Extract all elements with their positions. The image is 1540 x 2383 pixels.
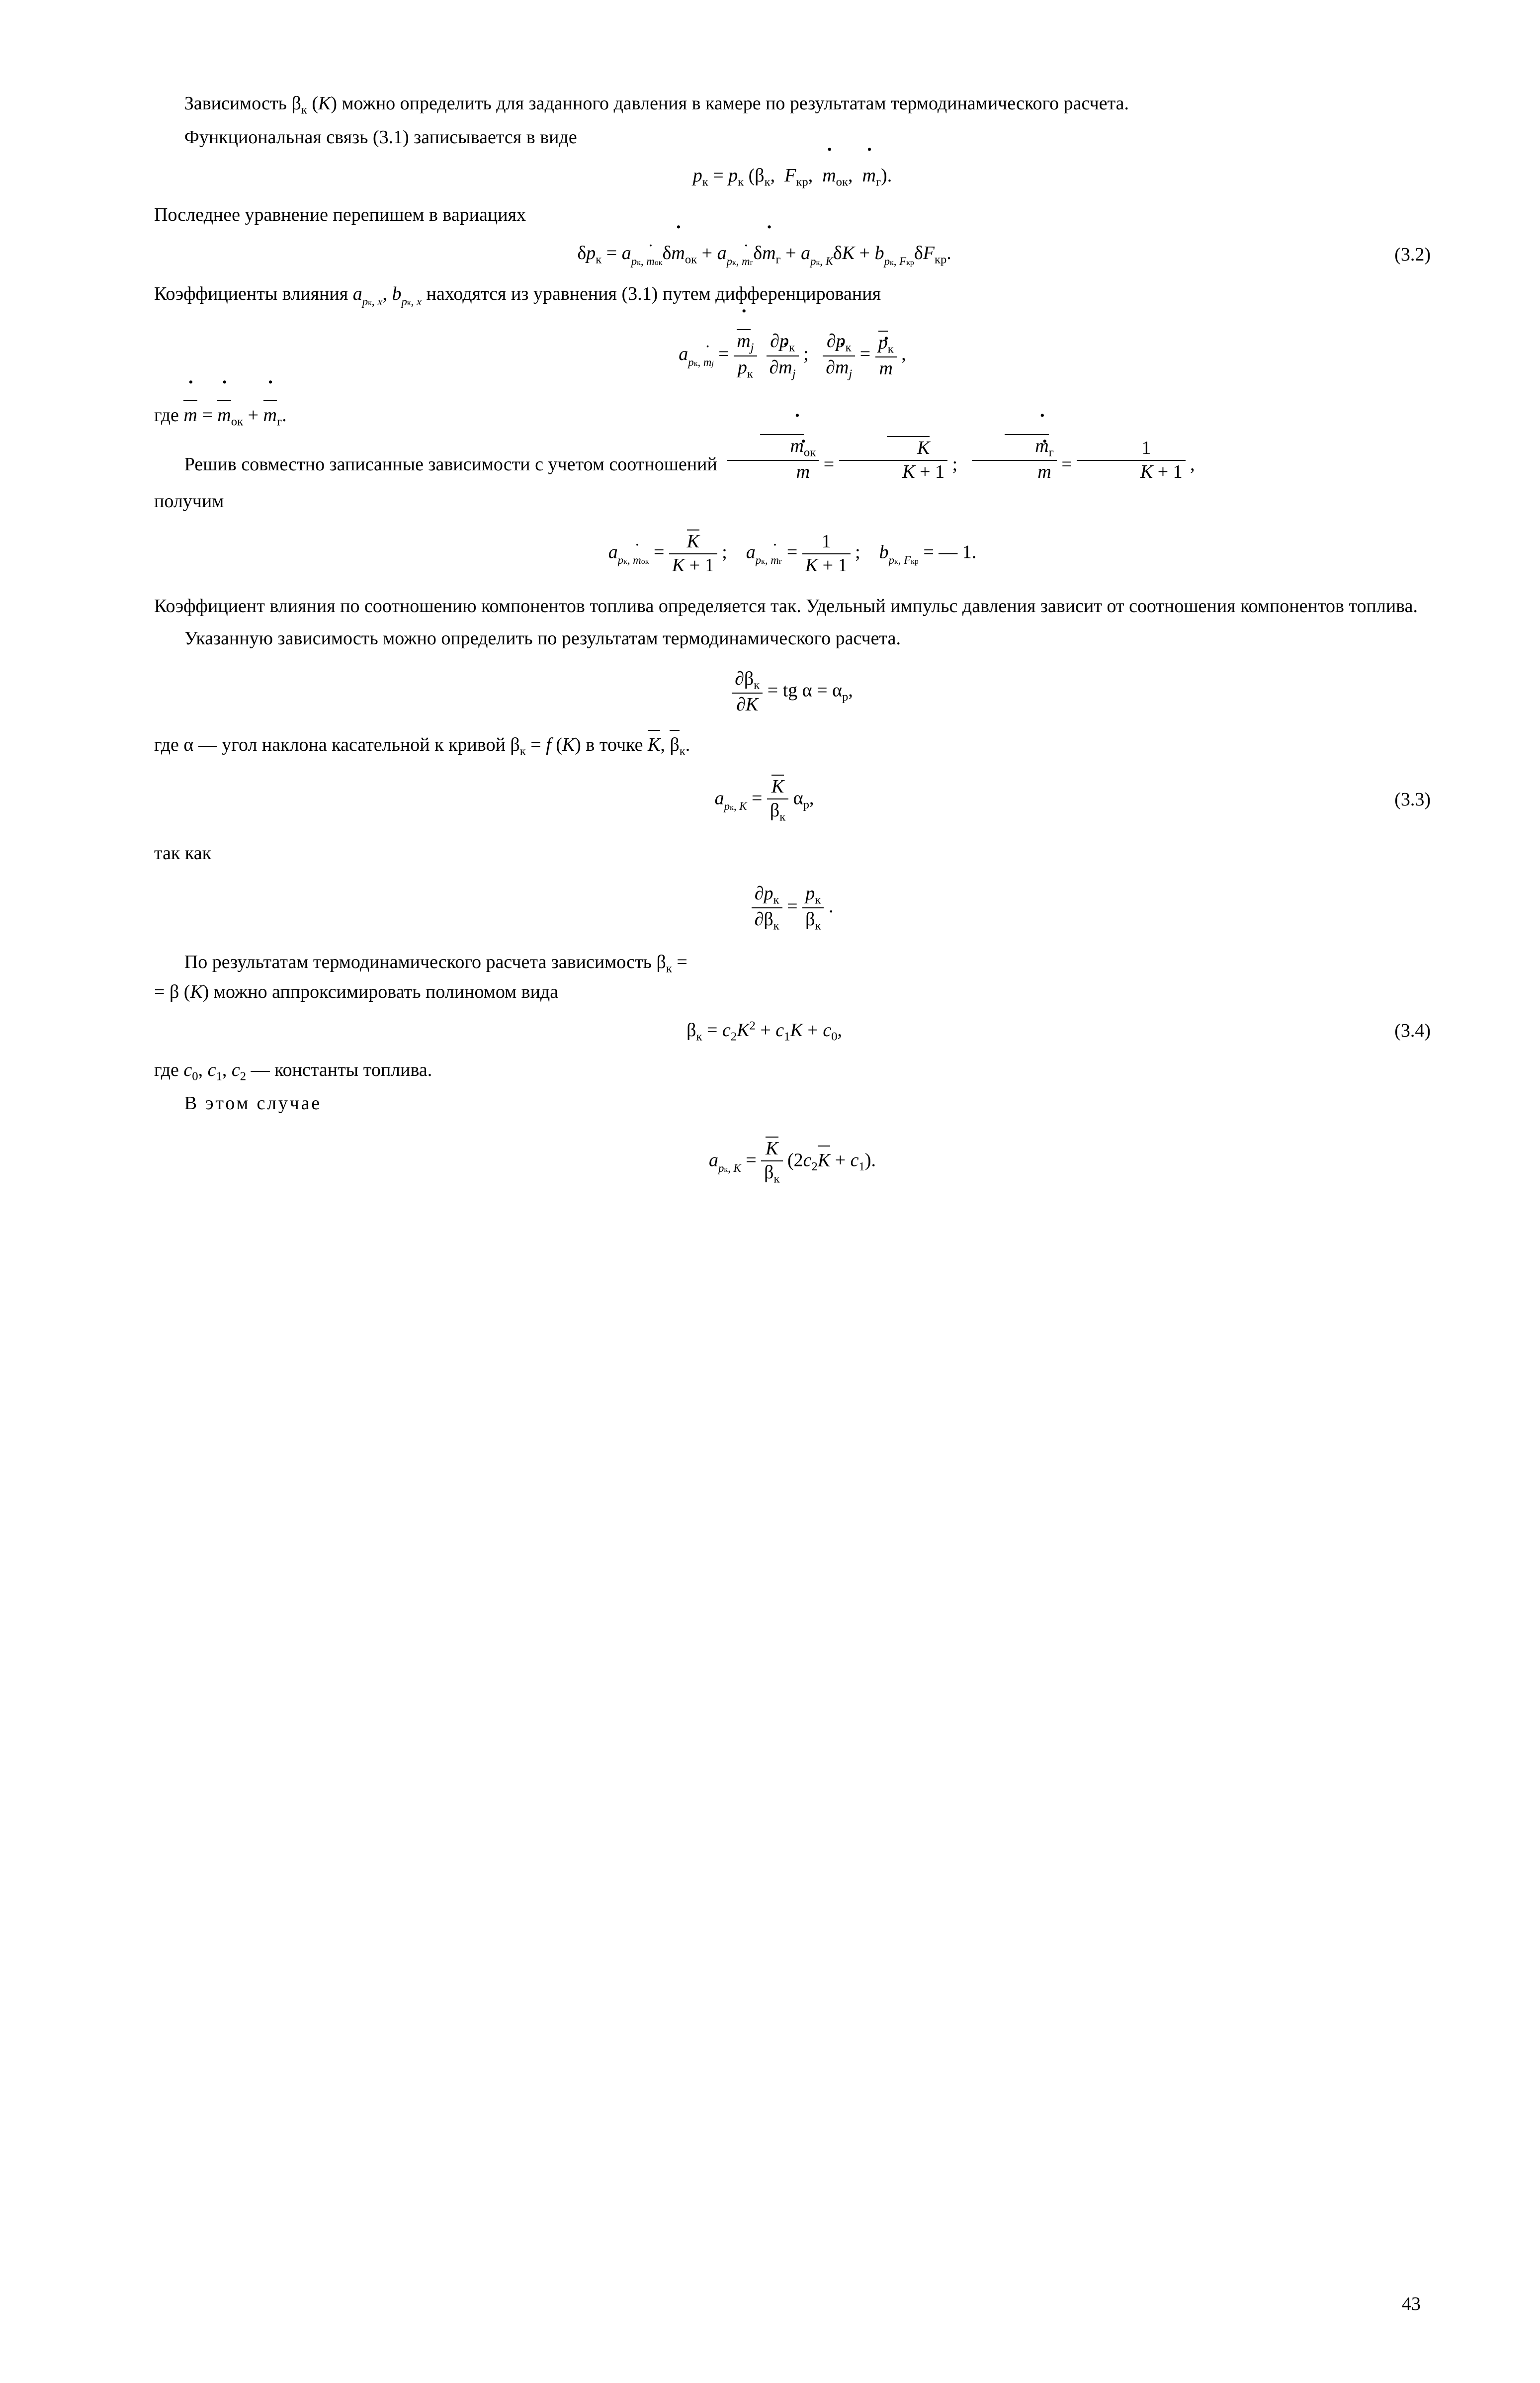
text: ) можно аппроксимировать полиномом вида bbox=[203, 981, 558, 1002]
equation-3-2: δpк = apк, mокδmок + apк, mгδmг + apк, K… bbox=[154, 239, 1431, 270]
equation-pk: pк = pк (βк, Fкр, mок, mг). bbox=[154, 162, 1431, 191]
paragraph-4: Коэффициенты влияния apк, x, bpк, x нахо… bbox=[154, 280, 1431, 311]
text: так как bbox=[154, 843, 211, 864]
text: Функциональная связь (3.1) записывается … bbox=[184, 127, 577, 148]
text: Коэффициент влияния по соотношению компо… bbox=[154, 596, 1418, 617]
paragraph-2: Функциональная связь (3.1) записывается … bbox=[154, 123, 1431, 152]
equation-3-4: βк = c2K2 + c1K + c0, (3.4) bbox=[154, 1016, 1431, 1046]
text: — константы топлива. bbox=[246, 1059, 432, 1080]
text: где bbox=[154, 405, 183, 426]
text: находятся из уравнения (3.1) путем диффе… bbox=[422, 283, 881, 304]
paragraph-3: Последнее уравнение перепишем в вариация… bbox=[154, 201, 1431, 229]
text: ) в точке bbox=[575, 734, 648, 755]
paragraph-12: По результатам термодинамического расчет… bbox=[154, 948, 1431, 1006]
text: Зависимость β bbox=[184, 93, 301, 114]
sym-K: K bbox=[562, 734, 575, 755]
paragraph-14: В этом случае bbox=[154, 1089, 1431, 1118]
text: где α — угол наклона касательной к криво… bbox=[154, 734, 520, 755]
paragraph-13: где c0, c1, c2 — константы топлива. bbox=[154, 1056, 1431, 1086]
equation-final: apк, K = K βк (2c2K + c1). bbox=[154, 1138, 1431, 1186]
paragraph-8: Коэффициент влияния по соотношению компо… bbox=[154, 592, 1431, 620]
paragraph-11: так как bbox=[154, 839, 1431, 868]
equation-results: apк, mок = K K + 1 ; apк, mг = 1 K + 1 ;… bbox=[154, 530, 1431, 577]
text: = bbox=[526, 734, 546, 755]
paragraph-1: Зависимость βк (K) можно определить для … bbox=[154, 89, 1431, 119]
text: По результатам термодинамического расчет… bbox=[184, 952, 666, 972]
equation-a-pk-mj: apк, mj = mj pк ∂pк ∂mj ; ∂pк ∂mj = pк m… bbox=[154, 330, 1431, 381]
text: получим bbox=[154, 491, 224, 512]
paragraph-9: Указанную зависимость можно определить п… bbox=[154, 624, 1431, 653]
eq-number-3-3: (3.3) bbox=[1374, 786, 1431, 814]
text: Последнее уравнение перепишем в вариация… bbox=[154, 204, 526, 225]
text: где bbox=[154, 1059, 183, 1080]
sym-K: K bbox=[190, 981, 202, 1002]
paragraph-10: где α — угол наклона касательной к криво… bbox=[154, 731, 1431, 761]
equation-3-3: apк, K = K βк αр, (3.3) bbox=[154, 776, 1431, 824]
sym-K: K bbox=[318, 93, 331, 114]
equation-tg-alpha: ∂βк ∂K = tg α = αр, bbox=[154, 668, 1431, 716]
text: Коэффициенты влияния bbox=[154, 283, 353, 304]
page-number: 43 bbox=[1402, 2290, 1421, 2318]
text: ( bbox=[551, 734, 562, 755]
text: ( bbox=[307, 93, 318, 114]
sym-f: f bbox=[546, 734, 551, 755]
text: В этом случае bbox=[184, 1093, 322, 1114]
paragraph-5: где m = mок + mг. bbox=[154, 401, 1431, 431]
text: ) можно определить для заданного давлени… bbox=[331, 93, 1129, 114]
eq-number-3-4: (3.4) bbox=[1374, 1017, 1431, 1045]
eq-number-3-2: (3.2) bbox=[1374, 241, 1431, 269]
equation-dpk-dbetak: ∂pк ∂βк = pк βк . bbox=[154, 883, 1431, 933]
paragraph-6: Решив совместно записанные зависимости с… bbox=[154, 435, 1431, 484]
text: Указанную зависимость можно определить п… bbox=[184, 628, 901, 649]
text: Решив совместно записанные зависимости с… bbox=[184, 454, 717, 475]
sub-k: к bbox=[301, 103, 307, 117]
paragraph-7: получим bbox=[154, 487, 1431, 516]
